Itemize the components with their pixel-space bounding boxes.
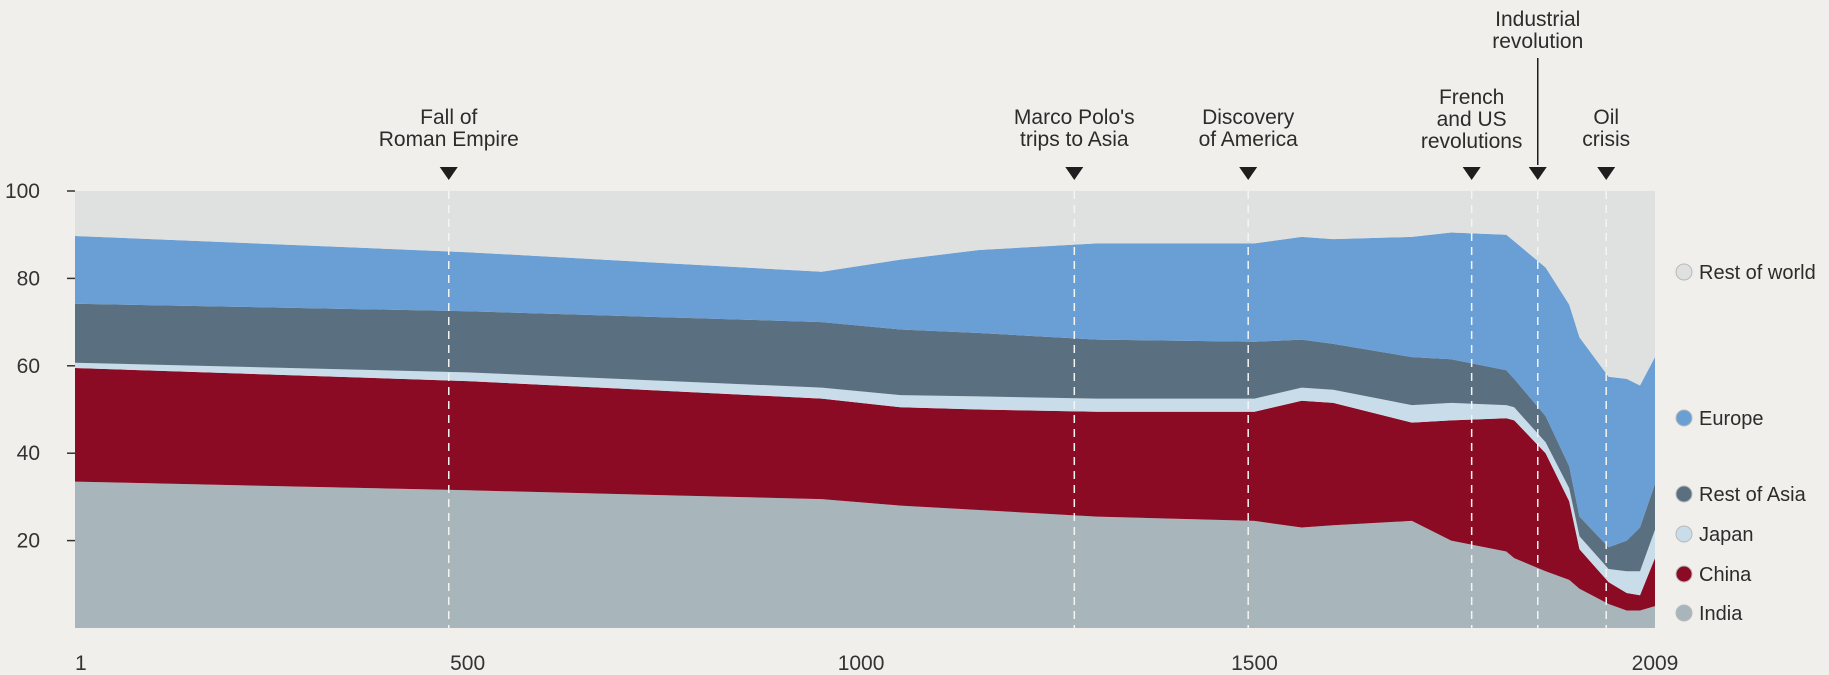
event-label-line: Discovery: [1202, 106, 1295, 129]
legend-swatch-japan: [1675, 525, 1693, 543]
y-tick-label: 80: [17, 267, 40, 290]
y-tick-label: 40: [17, 442, 40, 465]
y-tick-label: 20: [17, 530, 40, 553]
area-rest-of-asia: [75, 303, 1655, 572]
event-marker-industrial-revolution: [1528, 167, 1547, 180]
event-label-line: French: [1439, 86, 1504, 109]
event-label-line: crisis: [1582, 128, 1630, 151]
area-europe: [75, 232, 1655, 548]
y-tick-label: 60: [17, 355, 40, 378]
legend-swatch-india: [1675, 604, 1693, 622]
event-marker-discovery-of-america: [1239, 167, 1258, 180]
x-tick-label: 1000: [838, 652, 885, 675]
legend-label-rest-of-asia: Rest of Asia: [1699, 484, 1807, 506]
event-label-line: Roman Empire: [379, 128, 519, 151]
event-guides: [448, 191, 1607, 628]
event-marker-french-and-us-revolutions: [1462, 167, 1481, 180]
legend-label-rest-of-world: Rest of world: [1699, 262, 1816, 284]
legend-label-china: China: [1699, 564, 1752, 586]
legend-swatch-rest-of-asia: [1675, 485, 1693, 503]
event-marker-fall-of-roman-empire: [439, 167, 458, 180]
x-axis: 1 500 1000 1500 2009: [75, 652, 1678, 675]
event-label-line: Industrial: [1495, 8, 1580, 31]
event-marker-oil-crisis: [1597, 167, 1616, 180]
legend-swatch-china: [1675, 565, 1693, 583]
event-label-line: revolution: [1492, 30, 1583, 53]
event-label-line: of America: [1199, 128, 1299, 151]
event-label-line: Oil: [1593, 106, 1619, 129]
event-label-line: and US: [1437, 108, 1507, 131]
legend: India China Japan Rest of Asia Europe Rest of…: [1675, 262, 1816, 625]
legend-label-europe: Europe: [1699, 408, 1764, 430]
x-tick-label: 1500: [1231, 652, 1278, 675]
event-label-line: Fall of: [420, 106, 477, 129]
legend-swatch-rest-of-world: [1675, 263, 1693, 281]
area-india: [75, 481, 1655, 628]
event-marker-marco-polo-s-trips-to-asia: [1065, 167, 1084, 180]
event-label-line: Marco Polo's: [1014, 106, 1135, 129]
x-tick-label: 2009: [1632, 652, 1679, 675]
area-china: [75, 368, 1655, 611]
x-tick-label: 1: [75, 652, 87, 675]
event-label-line: revolutions: [1421, 130, 1523, 153]
area-layers: [75, 191, 1655, 628]
legend-label-japan: Japan: [1699, 524, 1754, 546]
area-rest-of-world: [75, 191, 1655, 386]
x-tick-label: 500: [450, 652, 485, 675]
y-axis: 20 40 60 80 100: [5, 180, 75, 553]
event-label-line: trips to Asia: [1020, 128, 1129, 151]
legend-label-india: India: [1699, 603, 1743, 625]
y-tick-label: 100: [5, 180, 40, 203]
legend-swatch-europe: [1675, 409, 1693, 427]
